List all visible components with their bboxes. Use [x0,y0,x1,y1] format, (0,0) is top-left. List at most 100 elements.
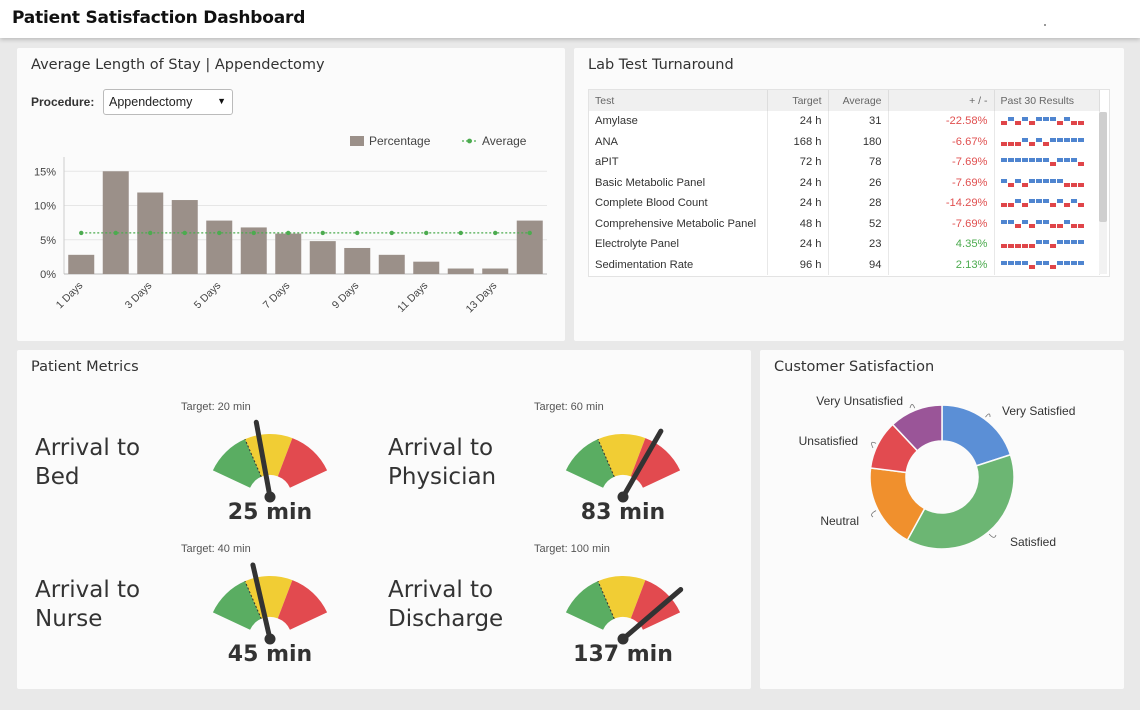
metric-gauge [565,576,684,645]
patient-metrics-panel: Patient Metrics Arrival to Bed Target: 20… [17,350,751,689]
average-point[interactable] [251,230,256,236]
result-on-target [1035,199,1042,204]
gauge-needle-hub [264,491,276,503]
average-point[interactable] [182,230,187,236]
bar-6-days[interactable] [240,227,267,274]
result-off-target [1028,223,1035,228]
col-test[interactable]: Test [589,90,768,111]
col-target[interactable]: Target [767,90,829,111]
average-point[interactable] [79,230,84,236]
result-on-target [1049,178,1056,183]
x-tick-label: 5 Days [192,280,224,312]
donut-slice-very-unsatisfied[interactable] [891,404,943,452]
donut-label: Very Unsatisfied [816,394,903,408]
donut-slice-satisfied[interactable] [906,453,1015,550]
metric-label: Arrival to Discharge [388,577,504,632]
lab-row[interactable]: Sedimentation Rate 96 h 94 2.13% [589,254,1100,275]
y-tick-label: 10% [34,201,56,213]
result-on-target [1049,137,1056,142]
result-off-target [1007,203,1014,208]
bar-13-days[interactable] [482,268,509,274]
x-tick-label: 1 Days [54,280,86,312]
lab-sparkline-cell [994,131,1100,152]
result-off-target [1007,182,1014,187]
result-off-target [1028,141,1035,146]
result-on-target [1063,158,1070,163]
lab-target: 24 h [767,193,829,214]
lab-average: 180 [828,131,889,152]
result-on-target [1035,219,1042,224]
bar-7-days[interactable] [275,233,302,274]
donut-slice-very-satisfied[interactable] [941,404,1012,467]
bar-8-days[interactable] [309,241,336,274]
average-point[interactable] [286,230,291,236]
average-point[interactable] [217,230,222,236]
bar-1-days[interactable] [68,254,95,274]
gauge-yellow-zone [597,434,646,477]
customer-satisfaction-panel: Customer Satisfaction Very Satisfied Sati… [760,350,1124,689]
lab-sparkline-cell [994,254,1100,275]
result-on-target [1056,240,1063,245]
gauge-needle [253,419,273,500]
lab-row[interactable]: Amylase 24 h 31 -22.58% [589,111,1100,132]
bar-14-days[interactable] [516,220,543,274]
lab-test-name: aPIT [589,152,768,173]
procedure-select-value: Appendectomy [109,95,193,109]
gauge-red-zone [630,438,681,488]
average-point[interactable] [148,230,153,236]
lab-row[interactable]: Comprehensive Metabolic Panel 48 h 52 -7.69… [589,213,1100,234]
result-on-target [1007,158,1014,163]
patient-metrics-title: Patient Metrics [31,359,139,375]
col-average[interactable]: Average [828,90,889,111]
donut-label: Very Satisfied [1002,404,1075,418]
lab-row[interactable]: aPIT 72 h 78 -7.69% [589,152,1100,173]
result-on-target [1042,240,1049,245]
average-point[interactable] [113,230,118,236]
result-on-target [1077,260,1084,265]
donut-label: Satisfied [1010,535,1056,549]
bar-11-days[interactable] [413,261,440,274]
average-point[interactable] [389,230,394,236]
col-diff[interactable]: + / - [888,90,995,111]
average-point[interactable] [527,230,532,236]
lab-row[interactable]: ANA 168 h 180 -6.67% [589,131,1100,152]
average-point[interactable] [355,230,360,236]
lab-scrollbar[interactable] [1099,112,1107,222]
gauge-target-marker [244,580,262,620]
lab-row[interactable]: Complete Blood Count 24 h 28 -14.29% [589,193,1100,214]
lab-average: 23 [828,234,889,255]
lab-row[interactable]: Basic Metabolic Panel 24 h 26 -7.69% [589,172,1100,193]
bar-2-days[interactable] [102,171,129,274]
result-on-target [1014,199,1021,204]
average-point[interactable] [320,230,325,236]
result-off-target [1000,141,1007,146]
bar-4-days[interactable] [171,200,198,274]
bar-12-days[interactable] [447,268,474,274]
result-on-target [1042,117,1049,122]
lab-target: 24 h [767,111,829,132]
result-off-target [1042,141,1049,146]
result-on-target [1000,260,1007,265]
metric-target: Target: 100 min [534,543,610,555]
result-on-target [1014,260,1021,265]
bar-9-days[interactable] [344,247,371,274]
result-on-target [1021,137,1028,142]
metric-gauge [212,419,328,503]
lab-sparkline-cell [994,172,1100,193]
lab-test-name: Basic Metabolic Panel [589,172,768,193]
bar-5-days[interactable] [206,220,233,274]
lab-row[interactable]: Electrolyte Panel 24 h 23 4.35% [589,234,1100,255]
lab-table-container: Test Target Average + / - Past 30 Result… [588,89,1110,277]
bar-10-days[interactable] [378,254,405,274]
result-off-target [1007,244,1014,249]
legend-average-marker [467,138,472,144]
result-off-target [1000,121,1007,126]
result-on-target [1077,137,1084,142]
average-point[interactable] [493,230,498,236]
col-past-results[interactable]: Past 30 Results [994,90,1100,111]
procedure-select[interactable]: Appendectomy ▼ [103,89,233,115]
lab-test-name: Amylase [589,111,768,132]
average-point[interactable] [424,230,429,236]
lab-sparkline-cell [994,152,1100,173]
average-point[interactable] [458,230,463,236]
